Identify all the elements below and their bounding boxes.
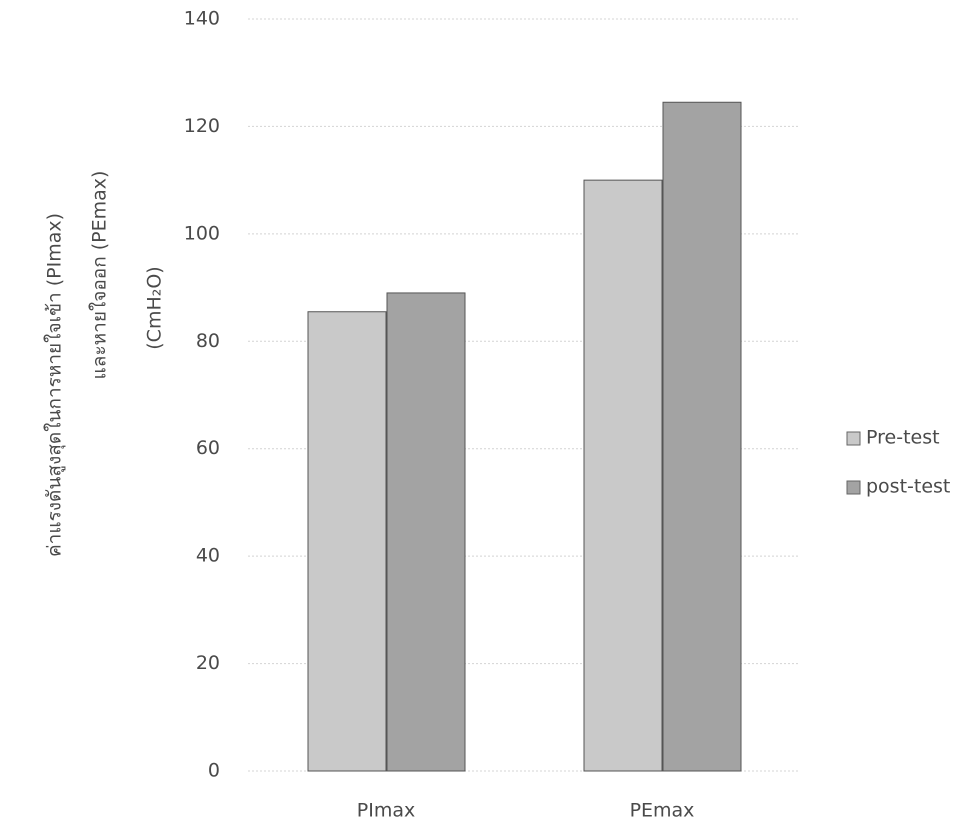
y-tick-label: 20	[196, 652, 220, 674]
y-axis-title: และหายใจออก (PEmax)	[89, 171, 111, 380]
bar	[308, 312, 386, 771]
legend-label: Pre-test	[866, 427, 940, 449]
y-tick-label: 60	[196, 437, 220, 459]
bar	[663, 102, 741, 771]
y-tick-label: 100	[184, 222, 220, 244]
y-axis-title: ค่าแรงดันสูงสุดในการหายใจเข้า (PImax)	[44, 213, 67, 557]
legend-label: post-test	[866, 476, 950, 498]
y-tick-label: 120	[184, 115, 220, 137]
y-tick-label: 0	[208, 760, 220, 782]
y-axis-title: (CmH₂O)	[144, 266, 166, 349]
bar	[584, 180, 662, 771]
chart: ค่าแรงดันสูงสุดในการหายใจเข้า (PImax) แล…	[0, 0, 974, 829]
bar	[387, 293, 465, 771]
x-tick-label: PEmax	[630, 800, 695, 822]
y-tick-label: 140	[184, 8, 220, 30]
legend-marker	[847, 481, 860, 494]
legend-marker	[847, 432, 860, 445]
x-tick-label: PImax	[357, 800, 415, 822]
y-tick-label: 80	[196, 330, 220, 352]
y-tick-label: 40	[196, 545, 220, 567]
